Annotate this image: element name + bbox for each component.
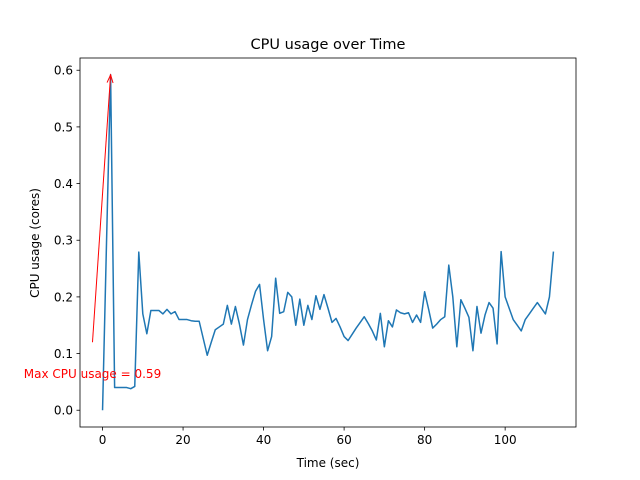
annotation-text: Max CPU usage = 0.59 (24, 367, 161, 381)
y-tick-label: 0.1 (54, 347, 73, 361)
chart-title: CPU usage over Time (251, 37, 406, 53)
y-tick-label: 0.6 (54, 64, 73, 78)
x-tick-label: 60 (336, 433, 351, 447)
annotation-arrow-head (106, 73, 114, 84)
x-axis-label: Time (sec) (296, 456, 360, 470)
x-tick-label: 80 (417, 433, 432, 447)
y-tick-label: 0.3 (54, 234, 73, 248)
y-tick-label: 0.2 (54, 290, 73, 304)
x-tick-label: 0 (99, 433, 107, 447)
y-tick-label: 0.5 (54, 120, 73, 134)
axes-frame (79, 57, 577, 428)
y-axis-label: CPU usage (cores) (28, 188, 42, 298)
x-tick-label: 40 (256, 433, 271, 447)
series-line-0 (101, 74, 555, 411)
y-tick-label: 0.4 (54, 177, 73, 191)
x-tick-label: 20 (175, 433, 190, 447)
annotation-arrow-shaft (91, 74, 112, 343)
x-tick-label: 100 (494, 433, 517, 447)
y-tick-label: 0.0 (54, 404, 73, 418)
